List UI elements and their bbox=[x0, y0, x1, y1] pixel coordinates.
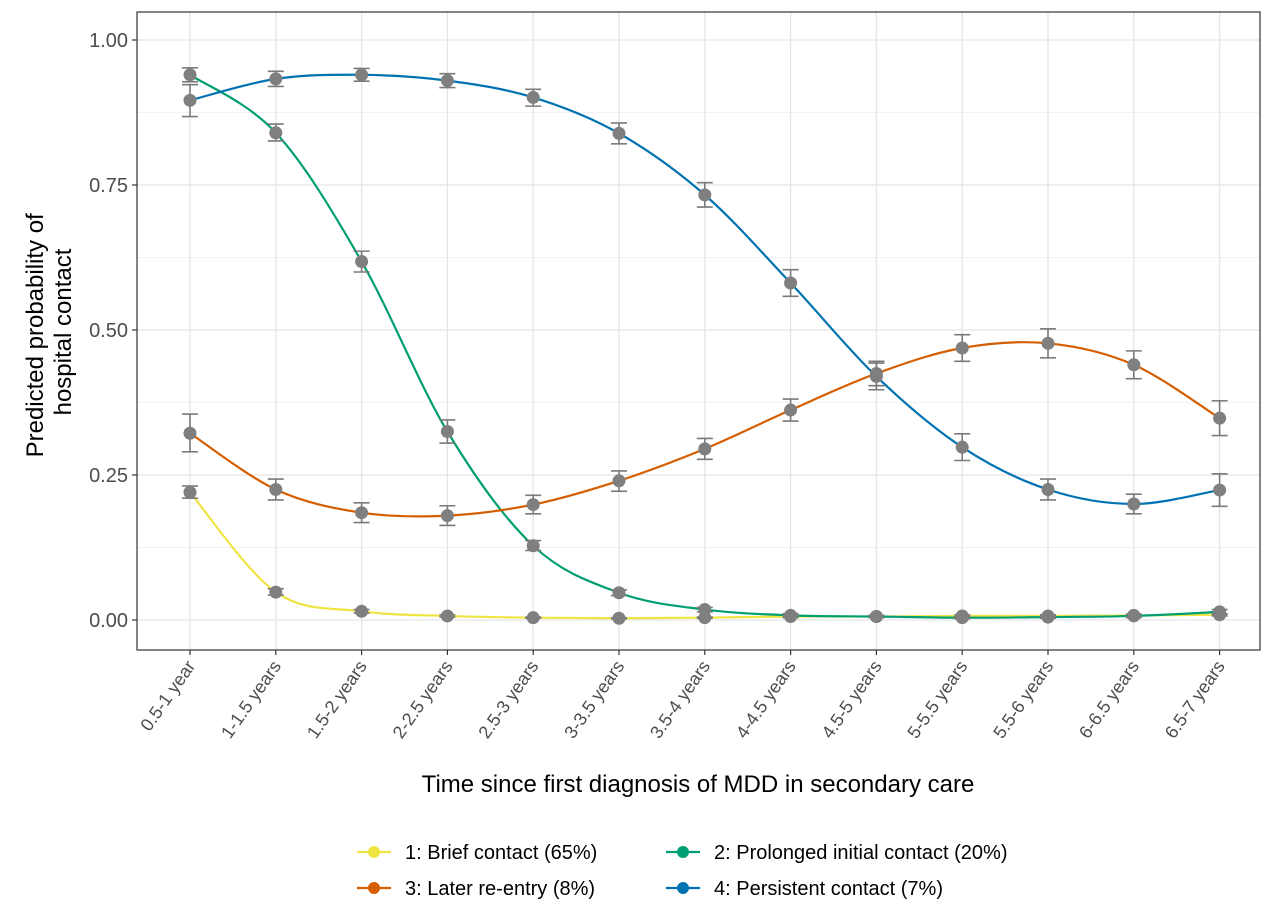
data-point bbox=[784, 276, 798, 290]
data-point bbox=[526, 611, 540, 625]
data-point bbox=[440, 609, 454, 623]
y-axis-title: Predicted probability of hospital contac… bbox=[22, 207, 77, 458]
data-point bbox=[1127, 497, 1141, 511]
data-point bbox=[269, 126, 283, 140]
series-2-points bbox=[182, 67, 1228, 625]
data-point bbox=[1127, 609, 1141, 623]
legend-label: 1: Brief contact (65%) bbox=[405, 842, 597, 864]
data-point bbox=[269, 483, 283, 496]
y-axis-title-line-1: Predicted probability of bbox=[22, 213, 49, 457]
y-tick-label: 1.00 bbox=[89, 30, 128, 52]
data-point bbox=[440, 509, 454, 523]
x-tick-label: 1-1.5 years bbox=[217, 657, 285, 742]
data-point bbox=[1213, 605, 1227, 619]
y-axis-title-line-2: hospital contact bbox=[50, 248, 77, 415]
legend-item-4: 4: Persistent contact (7%) bbox=[666, 878, 943, 900]
data-point bbox=[269, 72, 283, 86]
legend: 1: Brief contact (65%) 2: Prolonged initi… bbox=[357, 842, 1008, 900]
legend-label: 4: Persistent contact (7%) bbox=[714, 878, 943, 900]
x-tick-label: 1.5-2 years bbox=[303, 657, 371, 742]
data-point bbox=[526, 90, 540, 104]
series bbox=[182, 67, 1228, 625]
legend-label: 3: Later re-entry (8%) bbox=[405, 878, 595, 900]
data-point bbox=[440, 74, 454, 88]
y-tick-label: 0.00 bbox=[89, 610, 128, 632]
data-point bbox=[355, 506, 369, 520]
data-point bbox=[698, 188, 712, 202]
data-point bbox=[612, 126, 626, 140]
x-tick-label: 6-6.5 years bbox=[1075, 657, 1143, 742]
x-axis-title: Time since first diagnosis of MDD in sec… bbox=[422, 771, 975, 798]
data-point bbox=[183, 426, 197, 440]
y-axis: 0.00 0.25 0.50 0.75 1.00 bbox=[89, 30, 137, 632]
legend-key-point bbox=[677, 846, 689, 858]
x-tick-label: 5-5.5 years bbox=[903, 657, 971, 742]
data-point bbox=[269, 585, 283, 599]
data-point bbox=[526, 539, 540, 553]
x-tick-label: 3.5-4 years bbox=[646, 657, 714, 742]
x-axis: 0.5-1 year 1-1.5 years 1.5-2 years 2-2.5 ye… bbox=[136, 650, 1229, 742]
data-point bbox=[1213, 411, 1227, 425]
data-point bbox=[612, 474, 626, 488]
data-point bbox=[955, 440, 969, 454]
data-point bbox=[698, 603, 712, 617]
y-tick-label: 0.75 bbox=[89, 175, 128, 197]
x-tick-label: 2.5-3 years bbox=[474, 657, 542, 742]
data-point bbox=[784, 608, 798, 622]
legend-item-3: 3: Later re-entry (8%) bbox=[357, 878, 595, 900]
data-point bbox=[1041, 336, 1055, 350]
data-point bbox=[698, 442, 712, 456]
series-4-points bbox=[182, 67, 1228, 515]
series-3-points bbox=[182, 328, 1228, 527]
data-point bbox=[784, 403, 798, 417]
legend-key-point bbox=[368, 882, 380, 894]
x-tick-label: 0.5-1 year bbox=[136, 657, 199, 735]
data-point bbox=[183, 93, 197, 107]
x-tick-label: 3-3.5 years bbox=[560, 657, 628, 742]
legend-label: 2: Prolonged initial contact (20%) bbox=[714, 842, 1008, 864]
data-point bbox=[1127, 358, 1141, 372]
data-point bbox=[955, 341, 969, 355]
data-point bbox=[869, 610, 883, 624]
data-point bbox=[440, 425, 454, 438]
data-point bbox=[1213, 483, 1227, 497]
data-point bbox=[1041, 483, 1055, 496]
grid bbox=[137, 12, 1260, 650]
y-tick-label: 0.25 bbox=[89, 465, 128, 487]
data-point bbox=[355, 604, 369, 618]
data-point bbox=[612, 586, 626, 600]
x-tick-label: 4.5-5 years bbox=[818, 657, 886, 742]
plot-panel-border bbox=[136, 11, 1261, 651]
data-point bbox=[955, 611, 969, 625]
data-point bbox=[526, 498, 540, 512]
data-point bbox=[183, 485, 197, 499]
data-point bbox=[869, 369, 883, 383]
legend-key-point bbox=[368, 846, 380, 858]
x-tick-label: 4-4.5 years bbox=[732, 657, 800, 742]
data-point bbox=[612, 611, 626, 625]
x-tick-label: 2-2.5 years bbox=[389, 657, 457, 742]
data-point bbox=[1041, 610, 1055, 624]
data-point bbox=[355, 68, 369, 82]
legend-key-point bbox=[677, 882, 689, 894]
data-point bbox=[355, 255, 369, 269]
x-tick-label: 5.5-6 years bbox=[989, 657, 1057, 742]
legend-item-2: 2: Prolonged initial contact (20%) bbox=[666, 842, 1008, 864]
legend-item-1: 1: Brief contact (65%) bbox=[357, 842, 597, 864]
data-point bbox=[183, 68, 197, 82]
y-tick-label: 0.50 bbox=[89, 320, 128, 342]
x-tick-label: 6.5-7 years bbox=[1161, 657, 1229, 742]
